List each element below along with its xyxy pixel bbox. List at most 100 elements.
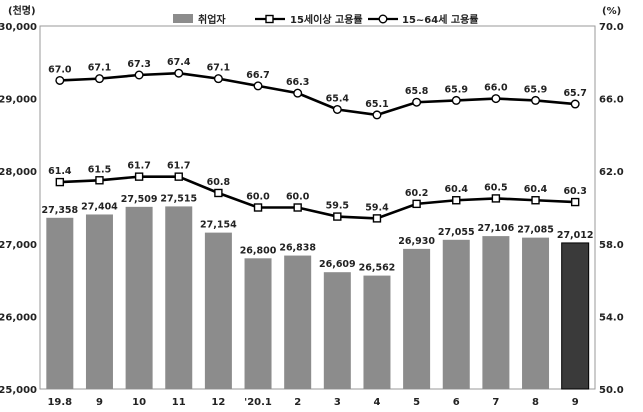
- series-value-label-2: 66.7: [246, 70, 269, 81]
- lines: 61.4 61.5 61.7 61.7 60.8 60.0 60.0 59.5 59.4 60.2…: [48, 57, 587, 223]
- left-axis-ticks: 25,000 26,000 27,000 28,000 29,000 30,000: [0, 22, 37, 396]
- bar-value-label: 26,562: [359, 263, 396, 274]
- right-axis-unit: (%): [602, 6, 621, 17]
- bar: [482, 236, 510, 389]
- series-value-label-1: 60.5: [484, 182, 507, 193]
- bar: [363, 275, 391, 389]
- series-value-label-1: 60.2: [405, 188, 428, 199]
- x-tick-label: 6: [453, 397, 460, 408]
- right-tick-label: 54.0: [599, 312, 624, 323]
- x-tick-label: 2: [294, 397, 301, 408]
- bar: [561, 242, 590, 390]
- series-marker-1: [531, 196, 540, 205]
- series-marker-1: [174, 172, 183, 181]
- series-value-label-1: 60.0: [246, 192, 270, 203]
- bar: [323, 272, 351, 389]
- series-marker-1: [214, 188, 223, 198]
- left-tick-label: 26,000: [0, 312, 37, 323]
- bar-value-label: 27,085: [517, 225, 554, 236]
- series-marker-2: [570, 99, 580, 109]
- bar-value-label: 27,358: [41, 205, 78, 216]
- series-value-label-1: 60.4: [445, 184, 469, 195]
- series-marker-1: [55, 177, 65, 187]
- series-marker-2: [293, 88, 303, 98]
- x-tick-label: '20.1: [244, 397, 272, 408]
- left-tick-label: 28,000: [0, 167, 37, 178]
- series-marker-2: [332, 104, 342, 114]
- right-tick-label: 62.0: [599, 167, 624, 178]
- x-tick-label: 3: [334, 397, 341, 408]
- left-tick-label: 25,000: [0, 385, 37, 396]
- series-value-label-2: 65.8: [405, 86, 429, 97]
- x-tick-label: 7: [492, 397, 499, 408]
- series-value-label-2: 66.0: [484, 83, 508, 94]
- bar-value-label: 26,838: [279, 243, 316, 254]
- bar-value-label: 27,154: [200, 220, 237, 231]
- bar-value-label: 27,515: [160, 193, 197, 204]
- series-value-label-1: 60.4: [524, 184, 548, 195]
- x-tick-label: 8: [532, 397, 539, 408]
- series-marker-2: [94, 74, 104, 84]
- legend-label-15to64: 15~64세 고용률: [402, 13, 479, 26]
- series-marker-2: [412, 97, 422, 107]
- bar: [442, 239, 470, 389]
- legend: 취업자 15세이상 고용률 15~64세 고용률: [173, 13, 479, 26]
- plot-area-frame: [39, 25, 596, 390]
- bar-value-label: 27,106: [478, 223, 515, 234]
- left-tick-label: 29,000: [0, 95, 37, 106]
- right-tick-label: 50.0: [599, 385, 624, 396]
- bar: [46, 217, 74, 389]
- series-marker-1: [570, 197, 580, 207]
- series-marker-2: [134, 70, 144, 80]
- right-axis-ticks: 50.0 54.0 58.0 62.0 66.0 70.0: [599, 22, 624, 396]
- bar-value-label: 26,609: [319, 259, 356, 270]
- left-tick-label: 27,000: [0, 240, 37, 251]
- bar: [204, 232, 232, 389]
- x-axis-ticks: 19.8 9 10 11 12 '20.1 2 3 4 5 6 7 8 9: [47, 397, 578, 408]
- legend-marker-15to64: [378, 14, 388, 24]
- series-marker-1: [452, 196, 461, 205]
- right-tick-label: 58.0: [599, 240, 624, 251]
- series-value-label-1: 60.8: [207, 177, 231, 188]
- series-marker-2: [451, 95, 461, 105]
- bar-value-label: 27,055: [438, 227, 475, 238]
- series-value-label-1: 61.7: [167, 161, 190, 172]
- series-marker-2: [491, 94, 501, 104]
- series-value-label-1: 59.4: [365, 202, 389, 213]
- bar: [244, 258, 272, 389]
- bar-value-label: 26,800: [240, 245, 277, 256]
- x-tick-label: 11: [172, 397, 186, 408]
- series-marker-2: [253, 81, 263, 91]
- series-marker-2: [372, 110, 382, 120]
- bars: [46, 206, 590, 390]
- series-marker-2: [174, 68, 184, 78]
- bar: [522, 237, 550, 389]
- series-marker-2: [55, 75, 65, 85]
- series-marker-1: [333, 212, 342, 221]
- x-tick-label: 10: [132, 397, 146, 408]
- series-value-label-2: 67.1: [88, 63, 111, 74]
- x-tick-label: 19.8: [47, 397, 72, 408]
- left-axis-unit: (천명): [8, 4, 36, 17]
- series-value-label-2: 65.7: [563, 88, 586, 99]
- bar-value-label: 27,509: [121, 194, 158, 205]
- left-tick-label: 30,000: [0, 22, 37, 33]
- series-value-label-2: 66.3: [286, 77, 309, 88]
- legend-label-employed: 취업자: [198, 13, 226, 26]
- x-tick-label: 12: [211, 397, 225, 408]
- series-value-label-2: 65.9: [524, 84, 547, 95]
- legend-marker-15plus: [265, 14, 274, 24]
- series-value-label-2: 67.0: [48, 64, 72, 75]
- series-marker-2: [213, 74, 223, 84]
- bar-value-label: 27,404: [81, 201, 118, 212]
- series-marker-2: [531, 95, 541, 105]
- series-marker-1: [412, 199, 421, 209]
- series-value-label-1: 60.0: [286, 192, 310, 203]
- x-tick-label: 9: [96, 397, 103, 408]
- series-marker-1: [293, 203, 302, 212]
- bar: [403, 248, 431, 389]
- bar: [284, 255, 312, 389]
- series-marker-1: [372, 214, 382, 223]
